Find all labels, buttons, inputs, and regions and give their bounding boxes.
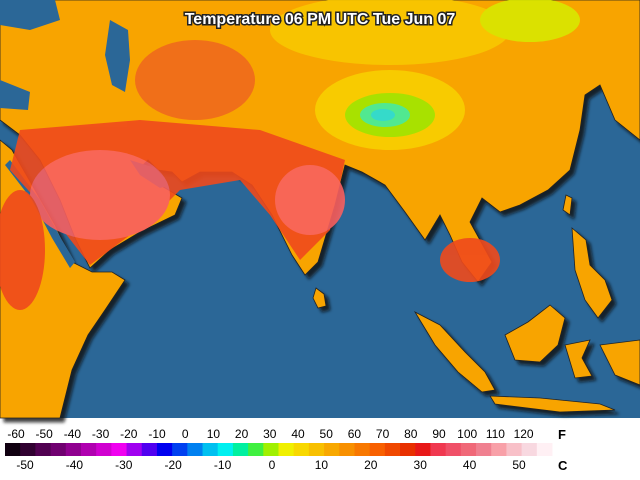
fahrenheit-label: -30 xyxy=(92,427,110,441)
fahrenheit-label: -10 xyxy=(148,427,166,441)
black-sea xyxy=(0,0,60,30)
celsius-label: 40 xyxy=(463,458,477,472)
fahrenheit-label: 110 xyxy=(486,427,505,441)
fahrenheit-label: -50 xyxy=(36,427,54,441)
color-swatch xyxy=(339,443,355,456)
color-swatch xyxy=(172,443,188,456)
java xyxy=(489,395,616,413)
color-swatch xyxy=(445,443,462,456)
sumatra xyxy=(413,310,496,393)
legend: -60 -50 -40 -30 -20 -10 0 10 20 30 40 50 60 70 80 90 100… xyxy=(5,427,568,473)
color-swatch xyxy=(217,443,234,456)
fahrenheit-label: 50 xyxy=(320,427,334,441)
fahrenheit-label: 80 xyxy=(404,427,418,441)
fahrenheit-label: 70 xyxy=(376,427,390,441)
color-swatch xyxy=(96,443,112,456)
color-swatch xyxy=(384,443,401,456)
sri-lanka xyxy=(312,287,327,309)
color-swatch xyxy=(476,443,492,456)
color-swatch xyxy=(415,443,431,456)
color-swatch xyxy=(369,443,386,456)
color-swatch xyxy=(50,443,67,456)
hot-zone xyxy=(440,238,500,282)
color-swatch xyxy=(308,443,325,456)
celsius-label: -40 xyxy=(66,458,84,472)
taiwan xyxy=(562,194,573,216)
celsius-label: -50 xyxy=(16,458,34,472)
color-swatch xyxy=(126,443,143,456)
fahrenheit-label: 0 xyxy=(182,427,189,441)
color-swatch xyxy=(187,443,204,456)
color-swatch xyxy=(80,443,97,456)
color-swatch xyxy=(141,443,158,456)
fahrenheit-unit: F xyxy=(558,427,566,442)
caspian-sea xyxy=(105,20,130,92)
mediterranean xyxy=(0,80,30,110)
fahrenheit-label: -20 xyxy=(120,427,138,441)
color-swatch xyxy=(430,443,447,456)
fahrenheit-label: -40 xyxy=(64,427,82,441)
hot-zone xyxy=(0,190,45,310)
color-swatch xyxy=(278,443,295,456)
philippines xyxy=(571,227,613,319)
fahrenheit-label: 60 xyxy=(348,427,362,441)
celsius-label: -20 xyxy=(165,458,183,472)
fahrenheit-label: 120 xyxy=(514,427,534,441)
color-swatch xyxy=(111,443,128,456)
cool-zone xyxy=(480,0,580,42)
color-swatch xyxy=(506,443,523,456)
celsius-label: 10 xyxy=(315,458,329,472)
color-swatch xyxy=(35,443,52,456)
color-swatch xyxy=(65,443,82,456)
color-swatch xyxy=(232,443,249,456)
color-swatch xyxy=(202,443,219,456)
celsius-label: -10 xyxy=(214,458,232,472)
color-swatch xyxy=(536,443,553,456)
color-swatch xyxy=(521,443,538,456)
map: Temperature 06 PM UTC Tue Jun 07 xyxy=(0,0,640,419)
celsius-unit: C xyxy=(558,458,568,473)
map-title: Temperature 06 PM UTC Tue Jun 07 xyxy=(185,11,456,28)
color-swatch xyxy=(5,443,21,456)
color-swatch xyxy=(20,443,36,456)
color-swatch xyxy=(248,443,264,456)
celsius-label: 20 xyxy=(364,458,378,472)
fahrenheit-label: 40 xyxy=(291,427,305,441)
color-swatch xyxy=(263,443,279,456)
color-swatch xyxy=(324,443,340,456)
color-swatch xyxy=(491,443,507,456)
heat-zones xyxy=(0,0,580,310)
borneo xyxy=(504,304,566,363)
sulawesi xyxy=(564,339,593,379)
color-swatch xyxy=(156,443,173,456)
new-guinea xyxy=(599,339,640,386)
fahrenheit-label: 20 xyxy=(235,427,249,441)
fahrenheit-label: 90 xyxy=(432,427,446,441)
fahrenheit-label: 30 xyxy=(263,427,277,441)
celsius-label: -30 xyxy=(115,458,133,472)
fahrenheit-label: 100 xyxy=(457,427,477,441)
very-hot-zone xyxy=(275,165,345,235)
color-swatch xyxy=(354,443,371,456)
coldest-zone xyxy=(371,109,395,121)
warm-zone xyxy=(135,40,255,120)
celsius-label: 50 xyxy=(512,458,526,472)
fahrenheit-label: -60 xyxy=(7,427,25,441)
color-swatch xyxy=(400,443,416,456)
color-swatch xyxy=(460,443,477,456)
color-swatch xyxy=(293,443,310,456)
very-hot-zone xyxy=(30,150,170,240)
cool-zone xyxy=(270,0,510,65)
celsius-label: 30 xyxy=(414,458,428,472)
fahrenheit-label: 10 xyxy=(207,427,221,441)
celsius-label: 0 xyxy=(269,458,276,472)
